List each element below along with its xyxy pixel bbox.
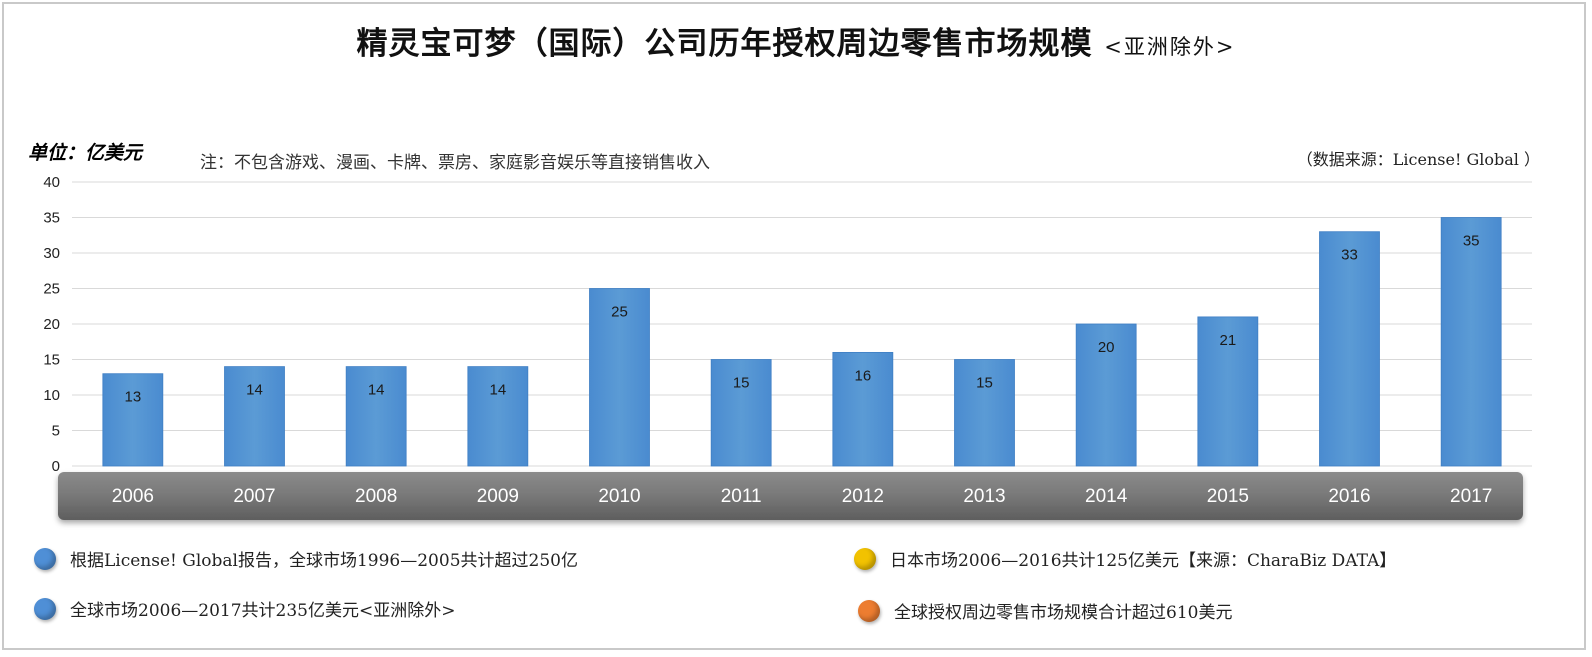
- y-tick-label: 5: [52, 423, 60, 440]
- footnote-japan-2006-2016: 日本市场2006—2016共计125亿美元【来源：CharaBiz DATA】: [854, 546, 1396, 571]
- y-tick-label: 30: [43, 245, 60, 262]
- y-tick-label: 10: [43, 387, 60, 404]
- footnote-text: 根据License! Global报告，全球市场1996—2005共计超过250…: [70, 551, 578, 571]
- bar-2007: [224, 366, 285, 467]
- chart-subtitle: <亚洲除外>: [1104, 35, 1236, 59]
- x-tick-label: 2016: [1328, 486, 1370, 507]
- orange-bullet-icon: [858, 599, 880, 622]
- bar-2010: [589, 288, 650, 467]
- bar-2014: [1075, 323, 1137, 467]
- x-tick-label: 2011: [721, 486, 762, 507]
- bar-2011: [710, 359, 772, 467]
- data-source: （数据来源：License! Global ）: [1296, 150, 1540, 169]
- data-label: 21: [1219, 332, 1236, 349]
- x-axis-ticks: 2006 2007 2008 2009 2010 2011 2012 2013 2014 2015…: [112, 486, 1493, 507]
- data-label: 15: [733, 375, 750, 392]
- x-tick-label: 2012: [842, 486, 884, 507]
- y-tick-label: 35: [43, 210, 60, 227]
- x-tick-label: 2010: [598, 486, 640, 507]
- data-label: 20: [1098, 339, 1115, 356]
- footnote-text: 全球授权周边零售市场规模合计超过610美元: [894, 603, 1233, 623]
- y-tick-label: 25: [43, 281, 60, 298]
- x-axis-band: [58, 472, 1523, 520]
- footnote-global-1996-2005: 根据License! Global报告，全球市场1996—2005共计超过250…: [34, 546, 578, 571]
- data-label: 14: [368, 382, 385, 399]
- bar-2013: [954, 359, 1015, 467]
- bar-2012: [832, 351, 894, 467]
- x-tick-label: 2008: [355, 486, 397, 507]
- x-tick-label: 2015: [1207, 486, 1249, 507]
- data-label: 16: [854, 367, 871, 384]
- yellow-bullet-icon: [854, 547, 876, 570]
- x-tick-label: 2017: [1450, 486, 1492, 507]
- data-label: 15: [976, 375, 993, 392]
- footnote-global-total: 全球授权周边零售市场规模合计超过610美元: [858, 598, 1232, 623]
- chart-title: 精灵宝可梦（国际）公司历年授权周边零售市场规模 <亚洲除外>: [0, 18, 1592, 63]
- bar-2006: [102, 373, 164, 467]
- bar-2009: [467, 366, 529, 467]
- footnote-text: 全球市场2006—2017共计235亿美元<亚洲除外>: [70, 601, 456, 621]
- unit-label: 单位：亿美元: [28, 142, 143, 164]
- footnote-global-2006-2017: 全球市场2006—2017共计235亿美元<亚洲除外>: [34, 596, 455, 621]
- data-label: 25: [611, 304, 628, 321]
- x-tick-label: 2006: [112, 486, 154, 507]
- gridlines: [72, 181, 1532, 467]
- bar-2017: [1440, 217, 1502, 467]
- bar-2016: [1319, 231, 1380, 467]
- x-tick-label: 2014: [1085, 486, 1128, 507]
- y-tick-label: 15: [43, 352, 60, 369]
- x-tick-label: 2007: [233, 486, 275, 507]
- bar-2015: [1197, 316, 1259, 467]
- data-label: 35: [1463, 233, 1480, 250]
- exclusion-note: 注：不包含游戏、漫画、卡牌、票房、家庭影音娱乐等直接销售收入: [200, 153, 710, 173]
- x-tick-label: 2009: [477, 486, 519, 507]
- footnote-text: 日本市场2006—2016共计125亿美元【来源：CharaBiz DATA】: [890, 551, 1397, 571]
- y-tick-label: 0: [52, 458, 60, 475]
- data-label: 13: [124, 389, 141, 406]
- bars: 13 14 14 14 25 15 16 15 20 21 33 35: [102, 217, 1502, 467]
- data-label: 33: [1341, 247, 1358, 264]
- y-tick-label: 20: [43, 316, 60, 333]
- x-tick-label: 2013: [963, 486, 1005, 507]
- chart-title-main: 精灵宝可梦（国际）公司历年授权周边零售市场规模: [356, 26, 1093, 62]
- blue-bullet-icon: [34, 597, 56, 620]
- data-label: 14: [489, 382, 506, 399]
- y-tick-label: 40: [43, 174, 60, 191]
- data-label: 14: [246, 382, 263, 399]
- bar-2008: [345, 366, 407, 467]
- y-axis-ticks: 0 5 10 15 20 25 30 35 40: [43, 174, 60, 475]
- blue-bullet-icon: [34, 547, 56, 570]
